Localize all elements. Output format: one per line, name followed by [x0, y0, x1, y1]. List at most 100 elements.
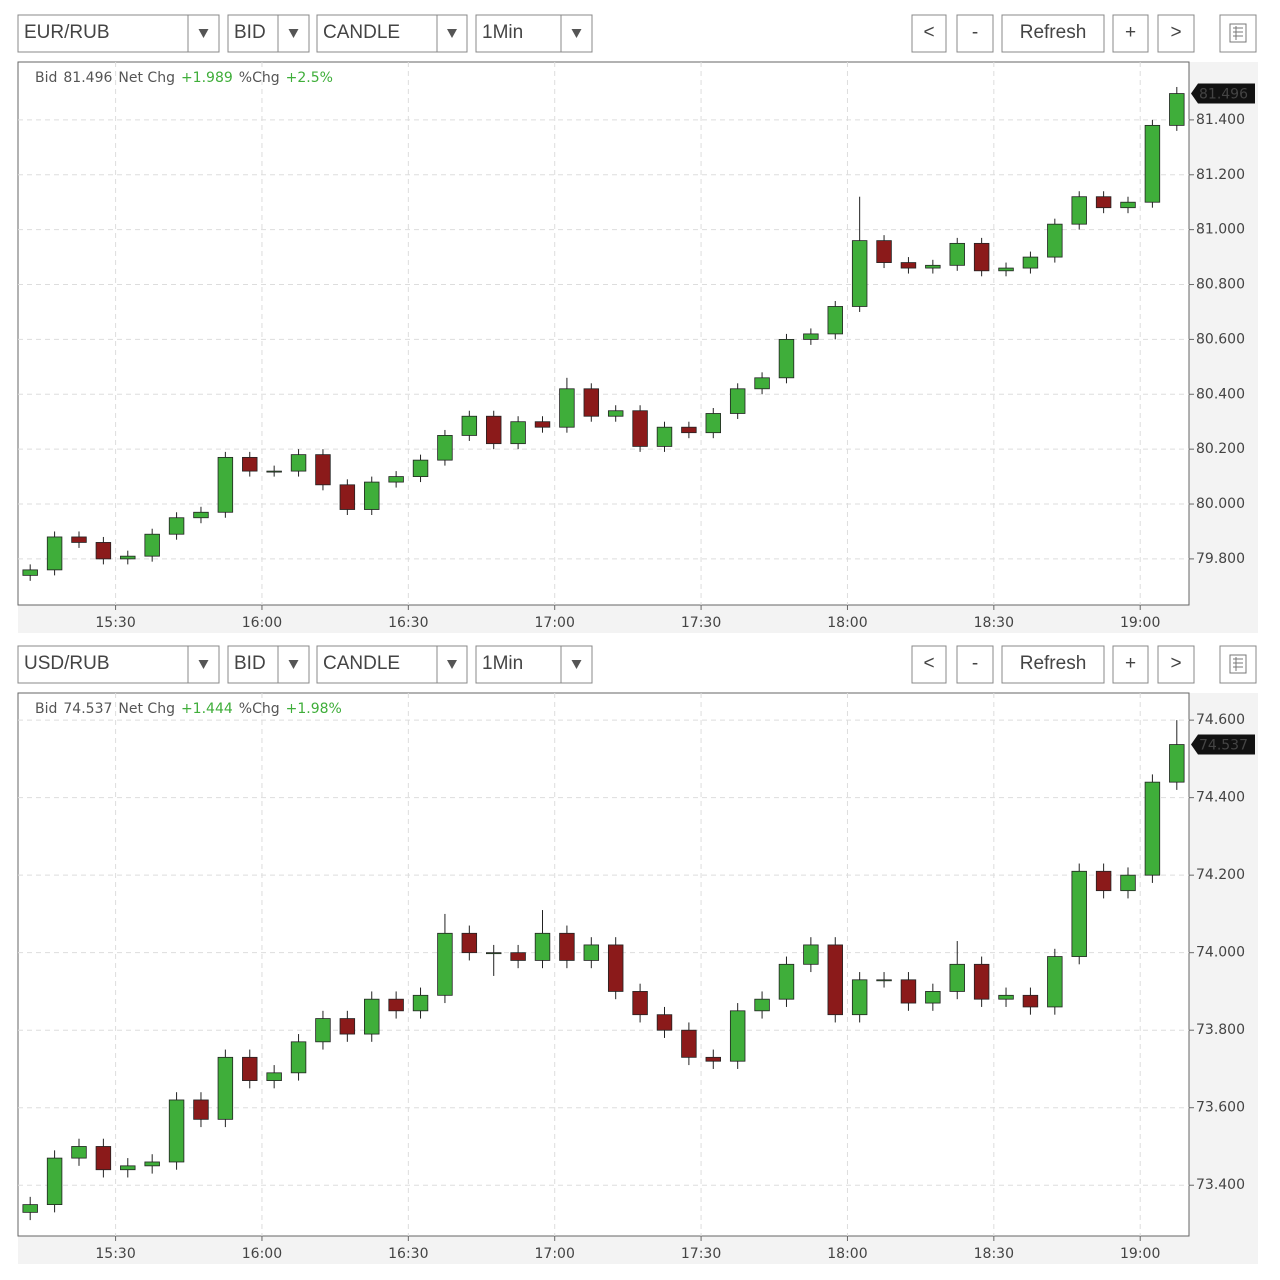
button-box	[1112, 645, 1149, 684]
last-price-tag	[1191, 83, 1255, 104]
candle-body	[388, 998, 404, 1012]
candle-body	[120, 1165, 136, 1171]
button-box	[956, 645, 994, 684]
candle-body	[510, 952, 526, 961]
header-part: %Chg	[239, 701, 280, 717]
candle-body	[144, 533, 160, 557]
toolbar-button[interactable]: -	[956, 645, 994, 684]
header-part: Net Chg	[118, 70, 175, 86]
dropdown[interactable]: 1Min	[475, 14, 593, 53]
toolbar-button[interactable]: <	[911, 645, 947, 684]
y-tick-label: 74.600	[1196, 712, 1245, 728]
table-icon	[1229, 654, 1247, 674]
candle-body	[925, 991, 941, 1004]
x-tick-label: 15:30	[95, 615, 135, 631]
candle-body	[1169, 744, 1185, 783]
x-tick-label: 18:30	[974, 1246, 1014, 1262]
candle-body	[705, 413, 722, 434]
candle-body	[1071, 196, 1087, 225]
x-tick-label: 16:00	[242, 1246, 282, 1262]
dropdown-box	[316, 14, 468, 53]
header-part: %Chg	[239, 70, 280, 86]
candle-body	[1095, 196, 1112, 209]
candle-body	[168, 517, 185, 535]
dropdown[interactable]: CANDLE	[316, 14, 468, 53]
candle-body	[339, 1018, 356, 1035]
toolbar-button[interactable]: >	[1157, 14, 1195, 53]
dropdown[interactable]: EUR/RUB	[17, 14, 220, 53]
dropdown-value: USD/RUB	[24, 653, 110, 674]
candle-body	[607, 410, 624, 417]
candle-body	[681, 1029, 697, 1058]
candle-body	[803, 333, 819, 340]
dropdown-box	[475, 14, 593, 53]
price-header: Bid 74.537 Net Chg +1.444 %Chg +1.98%	[35, 701, 342, 717]
toolbar-button[interactable]: >	[1157, 645, 1195, 684]
toolbar-button[interactable]: +	[1112, 14, 1149, 53]
candle-body	[71, 536, 87, 543]
header-part: Bid	[35, 70, 57, 86]
button-label: <	[923, 22, 934, 43]
dropdown[interactable]: CANDLE	[316, 645, 468, 684]
table-icon-button[interactable]	[1219, 14, 1257, 53]
candle-body	[900, 979, 917, 1004]
x-tick-label: 18:00	[827, 1246, 867, 1262]
dropdown-arrow	[288, 660, 299, 669]
candle-body	[388, 476, 404, 483]
candle-body	[95, 1146, 112, 1171]
candle-body	[168, 1099, 185, 1163]
y-tick-label: 80.200	[1196, 441, 1245, 457]
dropdown[interactable]: BID	[227, 14, 310, 53]
dropdown-value: CANDLE	[323, 653, 400, 674]
candle-body	[1144, 781, 1161, 876]
candle-body	[583, 388, 600, 417]
candle-body	[900, 262, 917, 269]
x-tick-label: 18:00	[827, 615, 867, 631]
candle-body	[412, 994, 429, 1012]
candle-body	[315, 1018, 331, 1043]
button-box	[1157, 645, 1195, 684]
y-tick-label: 79.800	[1196, 551, 1245, 567]
candle-body	[1022, 256, 1039, 269]
dropdown[interactable]: BID	[227, 645, 310, 684]
candle-body	[632, 991, 648, 1016]
candle-body	[339, 484, 356, 510]
dropdown-value: BID	[234, 653, 266, 674]
dropdown-value: 1Min	[482, 653, 523, 674]
dropdown-value: CANDLE	[323, 22, 400, 43]
candle-body	[559, 932, 575, 961]
button-label: <	[923, 653, 934, 674]
dropdown[interactable]: 1Min	[475, 645, 593, 684]
toolbar-button[interactable]: +	[1112, 645, 1149, 684]
dropdown-value: BID	[234, 22, 266, 43]
y-tick-label: 80.000	[1196, 496, 1245, 512]
dropdown[interactable]: USD/RUB	[17, 645, 220, 684]
toolbar-button[interactable]: -	[956, 14, 994, 53]
candle-body	[46, 1157, 63, 1206]
candle-body	[729, 1010, 746, 1062]
candle-body	[120, 555, 136, 560]
button-label: Refresh	[1020, 22, 1087, 43]
toolbar-button[interactable]: Refresh	[1001, 14, 1105, 53]
y-tick-label: 80.400	[1196, 386, 1245, 402]
toolbar-button[interactable]: <	[911, 14, 947, 53]
candle-body	[778, 963, 795, 1000]
table-icon-button[interactable]	[1219, 645, 1257, 684]
candle-body	[290, 454, 307, 472]
plot-area	[17, 61, 1190, 606]
header-part: Net Chg	[118, 701, 175, 717]
candle-body	[681, 426, 697, 434]
x-tick-label: 15:30	[95, 1246, 135, 1262]
candle-body	[193, 511, 209, 519]
toolbar-button[interactable]: Refresh	[1001, 645, 1105, 684]
button-label: +	[1125, 22, 1136, 43]
candle-body	[437, 932, 453, 996]
candle-body	[144, 1161, 160, 1167]
x-tick-label: 19:00	[1120, 1246, 1160, 1262]
x-tick-label: 17:30	[681, 615, 721, 631]
candle-body	[510, 421, 526, 445]
y-tick-label: 81.200	[1196, 167, 1245, 183]
candle-body	[217, 456, 234, 513]
candle-body	[22, 1204, 38, 1213]
